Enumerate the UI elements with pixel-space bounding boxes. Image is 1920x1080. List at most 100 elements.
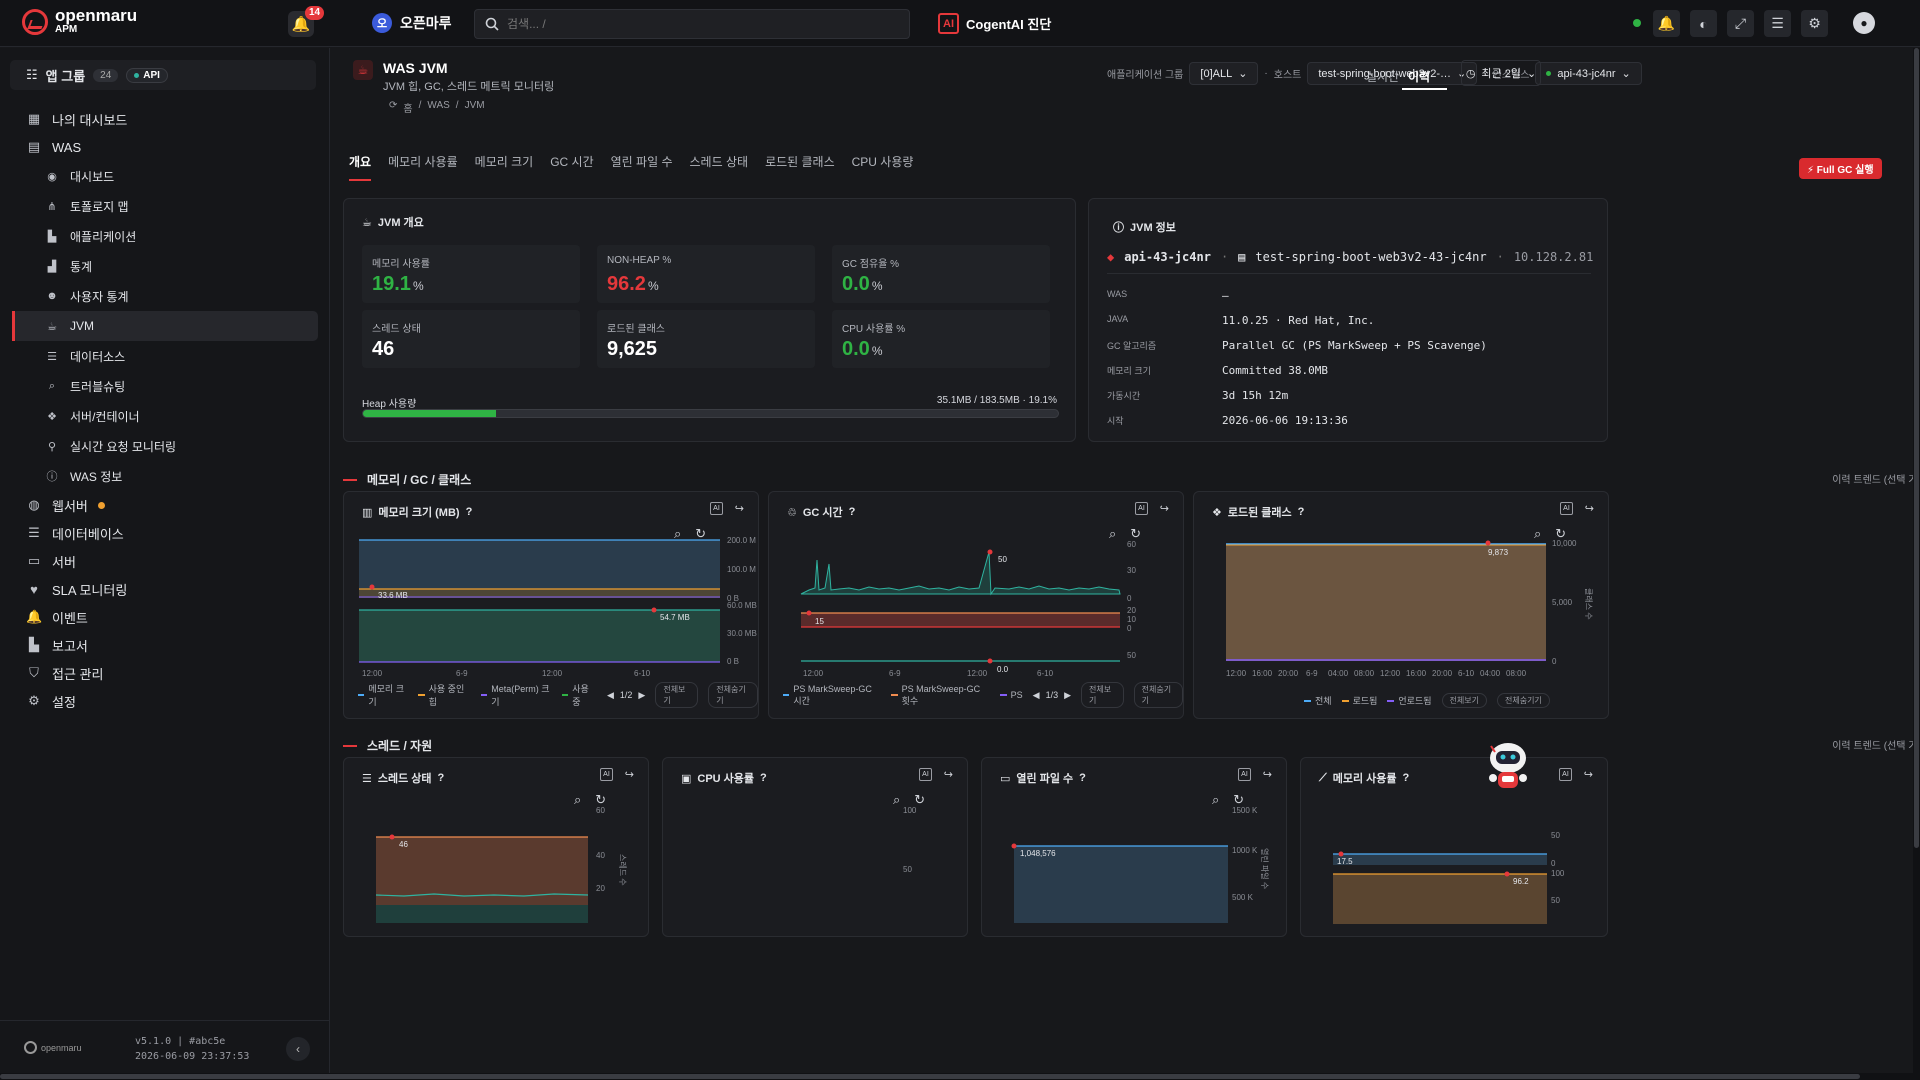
sidebar-item-server[interactable]: ▭ 서버 [12, 546, 318, 576]
legend-item[interactable]: 전체 [1304, 694, 1332, 707]
sidebar-item-jvm[interactable]: ☕ JVM [12, 311, 318, 341]
prev-page-icon[interactable]: ◀ [1032, 689, 1040, 700]
tab-open-files[interactable]: 열린 파일 수 [610, 155, 673, 169]
ai-analyze-icon[interactable]: AI [1238, 768, 1251, 781]
hide-all-button[interactable]: 전체숨기기 [1133, 682, 1183, 708]
share-icon[interactable]: ↪ [1584, 503, 1594, 515]
assistant-robot-icon[interactable] [1481, 738, 1535, 796]
legend-item[interactable]: PS [999, 690, 1023, 700]
legend-item[interactable]: 사용 중인 힙 [418, 682, 471, 708]
search-input[interactable] [507, 17, 887, 31]
help-icon[interactable]: ? [437, 772, 445, 784]
help-icon[interactable]: ? [465, 506, 473, 518]
brand-logo[interactable]: openmaru APM [22, 7, 137, 35]
tab-thread-state[interactable]: 스레드 상태 [689, 155, 749, 169]
sidebar-item-user-stats[interactable]: ☻ 사용자 통계 [12, 281, 318, 311]
bell-icon[interactable]: 🔔 [1653, 10, 1680, 37]
breadcrumb-was[interactable]: WAS [427, 100, 450, 111]
sidebar-item-was[interactable]: ▤ WAS [12, 132, 318, 162]
horizontal-scrollbar[interactable] [0, 1073, 1920, 1080]
tab-memory-size[interactable]: 메모리 크기 [474, 155, 534, 169]
full-gc-button[interactable]: ⚡ Full GC 실행 [1799, 158, 1882, 179]
scrollbar-thumb[interactable] [1914, 48, 1919, 848]
zoom-icon[interactable]: ⌕ [1534, 526, 1542, 541]
user-avatar-icon[interactable]: ● [1853, 12, 1875, 34]
mode-realtime[interactable]: 실시간 [1366, 70, 1400, 84]
cogent-ai-button[interactable]: AI CogentAI 진단 [938, 13, 1051, 34]
zoom-icon[interactable]: ⌕ [1109, 526, 1117, 541]
share-icon[interactable]: ↪ [1583, 769, 1593, 781]
tab-loaded-classes[interactable]: 로드된 클래스 [765, 155, 835, 169]
sidebar-item-settings[interactable]: ⚙ 설정 [12, 686, 318, 716]
prev-page-icon[interactable]: ◀ [606, 689, 614, 700]
sidebar-item-stats[interactable]: ▟ 통계 [12, 251, 318, 281]
breadcrumb-home[interactable]: 홈 [403, 104, 413, 115]
reset-icon[interactable]: ↻ [914, 792, 926, 807]
ai-analyze-icon[interactable]: AI [1135, 502, 1148, 515]
tab-gc-time[interactable]: GC 시간 [550, 155, 594, 169]
show-all-button[interactable]: 전체보기 [1081, 682, 1124, 708]
reset-icon[interactable]: ↻ [1233, 792, 1245, 807]
sidebar-item-event[interactable]: 🔔 이벤트 [12, 602, 318, 632]
zoom-icon[interactable]: ⌕ [674, 526, 682, 541]
help-icon[interactable]: ? [1402, 772, 1410, 784]
sidebar-item-dashboard[interactable]: ◉ 대시보드 [12, 161, 318, 191]
legend-item[interactable]: PS MarkSweep-GC 횟수 [891, 684, 989, 707]
legend-item[interactable]: 사용 중 [561, 682, 597, 708]
host-select[interactable]: test-spring-boot-web3v2-… ⌄ [1307, 62, 1478, 85]
reset-icon[interactable]: ↻ [1555, 526, 1567, 541]
share-icon[interactable]: ↪ [734, 503, 744, 515]
next-page-icon[interactable]: ▶ [638, 689, 646, 700]
sidebar-item-topology[interactable]: ⋔ 토폴로지 맵 [12, 191, 318, 221]
sidebar-item-database[interactable]: ☰ 데이터베이스 [12, 518, 318, 548]
tab-cpu-usage[interactable]: CPU 사용량 [851, 155, 914, 169]
sidebar-item-troubleshooting[interactable]: ⌕ 트러블슈팅 [12, 371, 318, 401]
legend-item[interactable]: 메모리 크기 [358, 682, 408, 708]
collapse-sidebar-icon[interactable]: ‹ [286, 1037, 310, 1061]
sidebar-item-report[interactable]: ▙ 보고서 [12, 630, 318, 660]
help-icon[interactable]: ? [1079, 772, 1086, 784]
vertical-scrollbar[interactable] [1913, 48, 1920, 1073]
reset-icon[interactable]: ↻ [595, 792, 607, 807]
scrollbar-thumb[interactable] [0, 1074, 1860, 1079]
sidebar-item-was-info[interactable]: ⓘ WAS 정보 [12, 461, 318, 491]
gear-icon[interactable]: ⚙ [1801, 10, 1828, 37]
instance-select[interactable]: api-43-jc4nr ⌄ [1535, 62, 1642, 85]
theme-toggle-icon[interactable]: ◐ [1690, 10, 1717, 37]
ai-analyze-icon[interactable]: AI [710, 502, 723, 515]
legend-item[interactable]: Meta(Perm) 크기 [480, 682, 552, 708]
tab-overview[interactable]: 개요 [349, 153, 372, 181]
ai-analyze-icon[interactable]: AI [1560, 502, 1573, 515]
sidebar-item-datasource[interactable]: ☰ 데이터소스 [12, 341, 318, 371]
zoom-icon[interactable]: ⌕ [893, 792, 901, 807]
ai-analyze-icon[interactable]: AI [919, 768, 932, 781]
next-page-icon[interactable]: ▶ [1064, 689, 1071, 700]
show-all-button[interactable]: 전체보기 [655, 682, 699, 708]
share-icon[interactable]: ↪ [1262, 769, 1272, 781]
share-icon[interactable]: ↪ [624, 769, 634, 781]
sidebar-item-my-dashboard[interactable]: ▦ 나의 대시보드 [12, 104, 318, 134]
app-group-header[interactable]: ☷ 앱 그룹 24 API [10, 60, 316, 90]
api-badge[interactable]: API [126, 67, 168, 83]
share-icon[interactable]: ↪ [1159, 503, 1169, 515]
reset-icon[interactable]: ↻ [695, 526, 707, 541]
ai-analyze-icon[interactable]: AI [600, 768, 613, 781]
menu-icon[interactable]: ☰ [1764, 10, 1791, 37]
reset-icon[interactable]: ↻ [1130, 526, 1142, 541]
time-range-select[interactable]: ◷ 최근 2일 ⌄ [1461, 60, 1541, 86]
legend-item[interactable]: 언로드됨 [1387, 694, 1432, 707]
zoom-icon[interactable]: ⌕ [1212, 792, 1220, 807]
show-all-button[interactable]: 전체보기 [1441, 693, 1487, 708]
sidebar-item-application[interactable]: ▙ 애플리케이션 [12, 221, 318, 251]
zoom-icon[interactable]: ⌕ [574, 792, 582, 807]
hide-all-button[interactable]: 전체숨기기 [1496, 693, 1550, 708]
mode-history[interactable]: 이력 [1408, 70, 1431, 84]
fullscreen-icon[interactable]: ⤢ [1727, 10, 1754, 37]
ai-analyze-icon[interactable]: AI [1559, 768, 1572, 781]
sidebar-item-webserver[interactable]: ◍ 웹서버 [12, 490, 318, 520]
tab-memory-usage[interactable]: 메모리 사용률 [388, 155, 458, 169]
hide-all-button[interactable]: 전체숨기기 [708, 682, 758, 708]
help-icon[interactable]: ? [760, 772, 767, 784]
global-search[interactable] [474, 9, 910, 39]
group-select[interactable]: [0]ALL ⌄ [1189, 62, 1259, 85]
